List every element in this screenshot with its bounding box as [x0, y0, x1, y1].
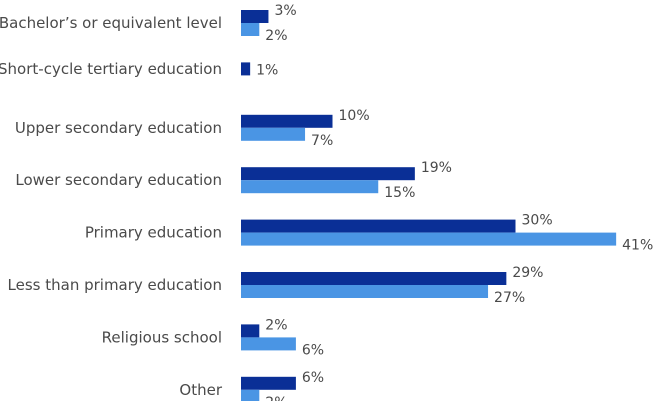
bar-series-1	[241, 62, 251, 76]
bar-series-1	[241, 114, 333, 128]
category-label: Lower secondary education	[15, 171, 222, 189]
category-label: Primary education	[85, 224, 222, 242]
value-label: 7%	[311, 133, 333, 149]
bar-series-1	[241, 272, 507, 285]
category-label: Bachelor’s or equivalent level	[0, 14, 222, 32]
category-label: Upper secondary education	[15, 119, 222, 137]
bar-series-1	[241, 376, 296, 390]
bar-series-2	[241, 285, 489, 298]
value-label: 6%	[302, 342, 324, 358]
value-label: 10%	[339, 108, 370, 124]
value-label: 2%	[265, 28, 287, 44]
bar-series-2	[241, 389, 260, 401]
bar-series-1	[241, 219, 516, 233]
bar-series-2	[241, 23, 260, 36]
bar-series-2	[241, 127, 306, 141]
value-label: 3%	[274, 3, 296, 19]
bar-series-2	[241, 337, 296, 351]
value-label: 15%	[384, 185, 415, 201]
category-label: Less than primary education	[8, 276, 222, 294]
value-label: 1%	[256, 62, 278, 78]
value-label: 19%	[421, 160, 452, 176]
bar-series-2	[241, 232, 617, 246]
value-label: 2%	[265, 317, 287, 333]
bar-series-1	[241, 167, 415, 181]
category-label: Other	[179, 381, 222, 399]
bar-series-1	[241, 10, 269, 23]
value-label: 6%	[302, 370, 324, 386]
category-label: Short-cycle tertiary education	[0, 60, 222, 78]
category-label: Religious school	[102, 328, 222, 346]
bar-series-1	[241, 324, 260, 338]
value-label: 41%	[622, 238, 653, 254]
value-label: 30%	[522, 213, 553, 229]
value-label: 27%	[494, 290, 525, 306]
value-label: 29%	[512, 265, 543, 281]
value-label: 2%	[265, 395, 287, 401]
bar-series-2	[241, 180, 379, 194]
